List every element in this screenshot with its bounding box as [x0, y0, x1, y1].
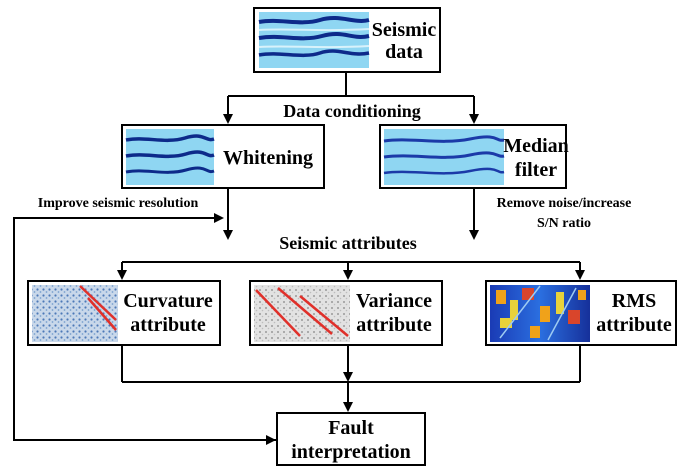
variance-line1: Variance [356, 290, 432, 312]
median-image [383, 129, 505, 185]
whitening-node: Whitening [121, 124, 325, 189]
median-filter-node: Median filter [379, 124, 569, 189]
median-filter-line1: Median [503, 135, 569, 157]
whitening-label: Whitening [223, 147, 313, 169]
curvature-line2: attribute [130, 314, 206, 336]
improve-resolution-label: Improve seismic resolution [38, 196, 199, 211]
fault-line1: Fault [328, 417, 374, 439]
remove-noise-line2: S/N ratio [537, 216, 591, 231]
variance-image [254, 285, 350, 342]
seismic-attributes-label: Seismic attributes [279, 233, 416, 253]
seismic-image [258, 12, 370, 68]
variance-line2: attribute [356, 314, 432, 336]
rms-line2: attribute [596, 314, 672, 336]
remove-noise-line1: Remove noise/increase [497, 196, 632, 211]
curvature-line1: Curvature [123, 290, 213, 312]
seismic-data-line1: Seismic [372, 19, 437, 41]
curvature-node: Curvature attribute [27, 280, 221, 346]
fault-line2: interpretation [291, 441, 411, 463]
data-conditioning-label: Data conditioning [283, 101, 421, 121]
median-filter-line2: filter [515, 159, 557, 181]
seismic-data-line2: data [385, 41, 423, 63]
connector-seismic-split [228, 72, 474, 97]
fault-interpretation-node: Fault interpretation [276, 412, 426, 466]
seismic-data-node: Seismic data [253, 7, 441, 73]
curvature-image [32, 285, 118, 342]
rms-node: RMS attribute [485, 280, 677, 346]
whitening-image [125, 129, 215, 185]
variance-node: Variance attribute [249, 280, 443, 346]
rms-line1: RMS [612, 290, 656, 312]
rms-image [490, 285, 590, 342]
